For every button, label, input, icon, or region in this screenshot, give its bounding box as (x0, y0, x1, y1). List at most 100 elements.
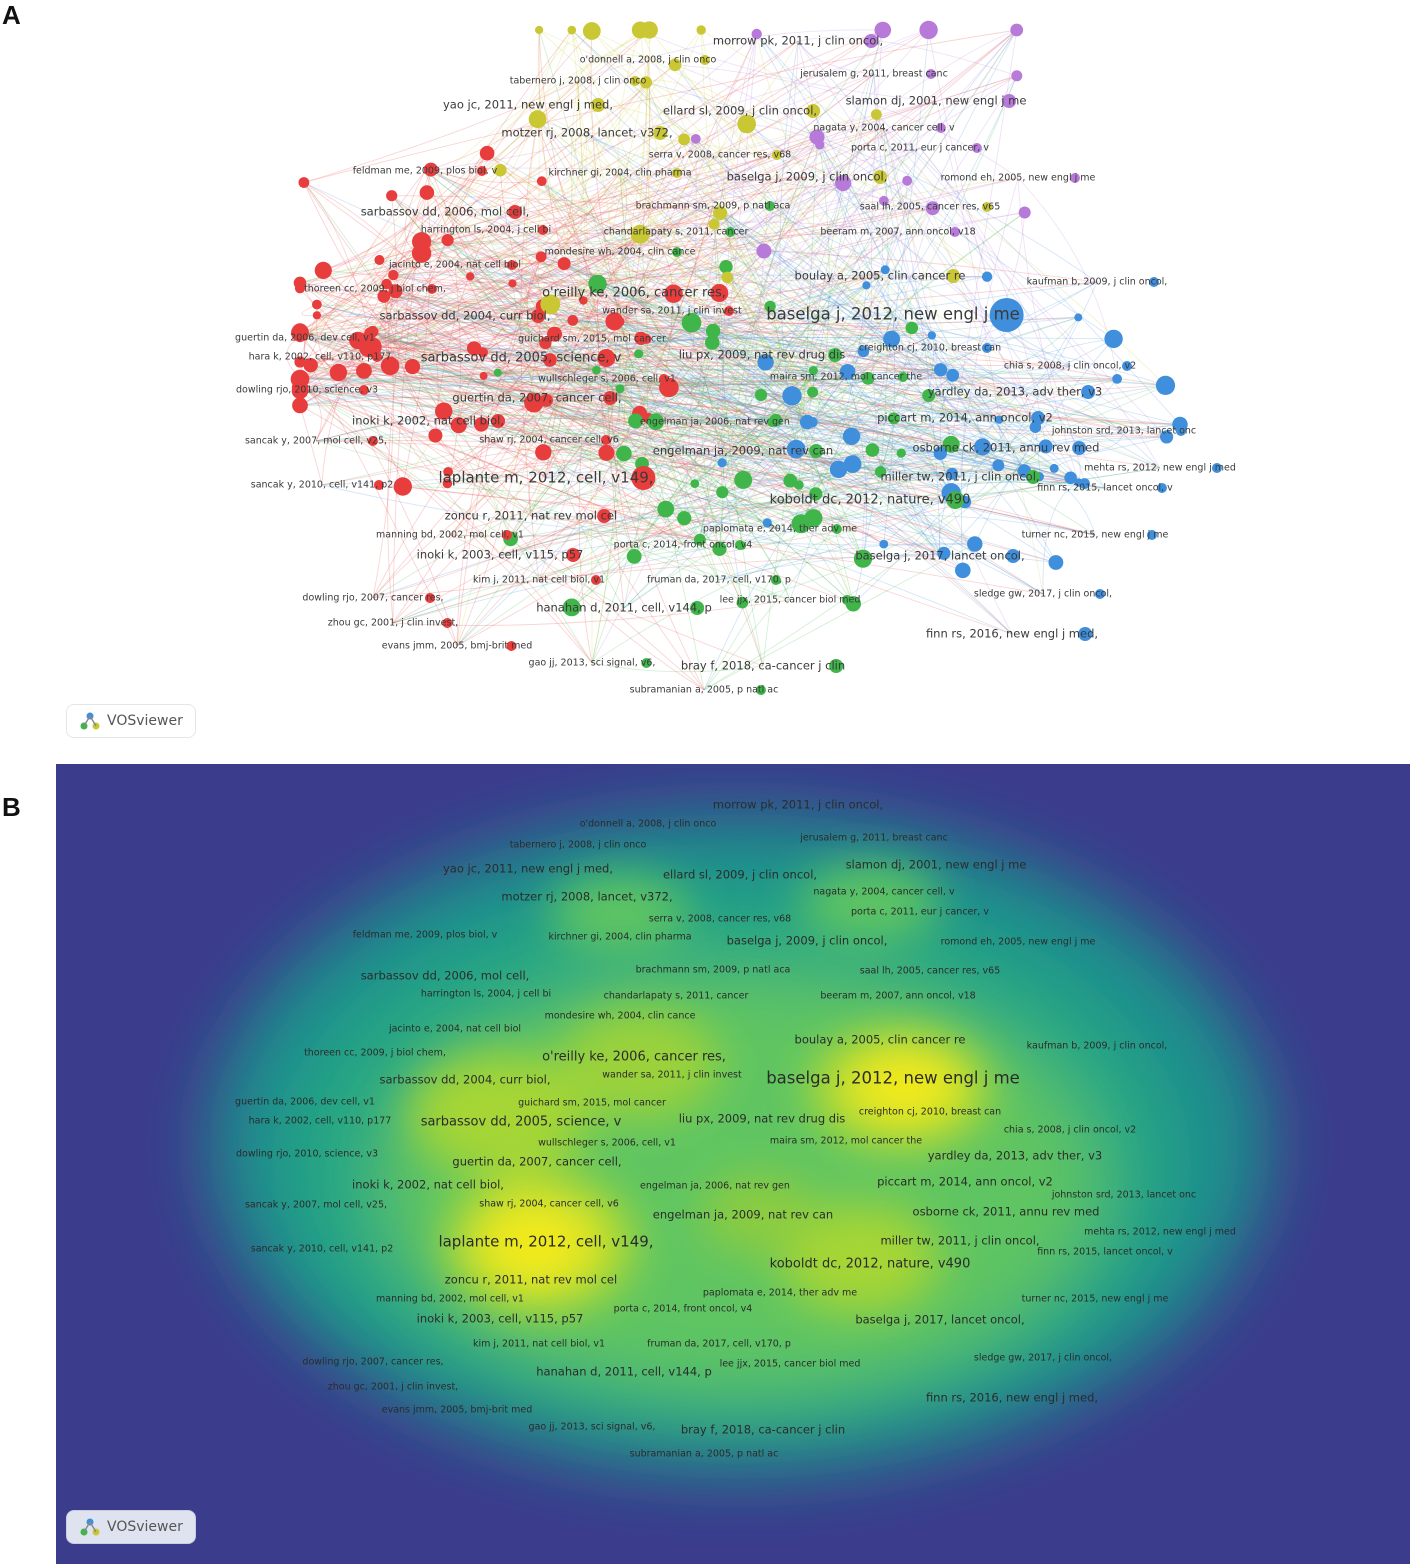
network-node (1002, 94, 1017, 108)
network-node-unlabeled (493, 368, 502, 377)
link-edge (665, 316, 1079, 510)
link-edge (943, 427, 1036, 554)
link-edge (315, 369, 941, 442)
network-node (531, 309, 546, 323)
network-node-unlabeled (466, 341, 482, 356)
node-label: gao jj, 2013, sci signal, v6, (529, 658, 656, 669)
link-edge (585, 132, 608, 380)
link-edge (391, 195, 484, 353)
link-edge (645, 82, 847, 378)
link-edge (633, 292, 839, 470)
link-edge (530, 59, 649, 517)
link-edge (372, 331, 1057, 563)
link-edge (619, 172, 945, 554)
link-edge (303, 182, 723, 493)
link-edge (623, 473, 953, 609)
link-edge (393, 274, 1016, 393)
link-edge (982, 446, 1096, 536)
network-node-unlabeled (719, 260, 733, 274)
network-node (1175, 426, 1186, 436)
link-edge (746, 123, 953, 474)
node-label: sancak y, 2007, mol cell, v25, (245, 436, 387, 447)
link-edge (591, 30, 988, 278)
link-edge (448, 471, 781, 530)
link-edge (299, 368, 814, 389)
link-edge (714, 335, 933, 423)
network-node-unlabeled (955, 562, 971, 579)
node-label: slamon dj, 2001, new engl j me (846, 94, 1027, 108)
link-edge (795, 275, 881, 450)
link-edge (571, 421, 716, 608)
network-node-unlabeled (535, 444, 552, 461)
link-edge (619, 172, 743, 603)
link-edge (372, 331, 944, 554)
network-node-unlabeled (1011, 70, 1023, 82)
link-edge (299, 40, 799, 363)
link-edge (798, 75, 1018, 486)
link-edge (851, 436, 975, 545)
node-label: tabernero j, 2008, j clin onco (510, 76, 647, 87)
node-label: baselga j, 2017, lancet oncol, (855, 549, 1024, 563)
link-edge (577, 54, 676, 82)
link-edge (299, 118, 538, 338)
link-edge (538, 555, 941, 581)
node-label: motzer rj, 2008, lancet, v372, (501, 126, 672, 140)
link-edge (427, 333, 555, 422)
link-edge (597, 283, 1096, 536)
link-edge (458, 424, 1106, 489)
network-node-unlabeled (312, 311, 321, 320)
node-label: morrow pk, 2011, j clin oncol, (713, 34, 883, 48)
link-edge (304, 337, 781, 530)
density-node-label: sarbassov dd, 2005, science, v (421, 1115, 622, 1130)
network-node (1026, 470, 1041, 484)
density-node-label: koboldt dc, 2012, nature, v490 (770, 1257, 971, 1272)
network-node-unlabeled (754, 388, 768, 402)
network-node-unlabeled (388, 269, 399, 281)
link-edge (614, 306, 771, 333)
link-edge (386, 283, 701, 541)
node-label: yao jc, 2011, new engl j med, (443, 98, 613, 112)
network-node-unlabeled (716, 486, 729, 499)
link-edge (357, 340, 864, 352)
link-edge (537, 118, 715, 225)
link-edge (851, 435, 1071, 479)
link-edge (412, 366, 852, 437)
link-edge (739, 110, 852, 437)
network-node (671, 247, 682, 257)
link-edge (639, 269, 886, 414)
link-edge (719, 154, 953, 475)
link-edge (321, 384, 1166, 486)
link-edge (303, 182, 532, 517)
network-node-unlabeled (677, 511, 692, 526)
density-hotspot (800, 864, 940, 944)
link-edge (545, 33, 758, 479)
link-edge (695, 138, 771, 307)
link-edge (591, 29, 1017, 340)
network-node-unlabeled (356, 363, 372, 379)
link-edge (447, 239, 728, 281)
link-edge (303, 182, 475, 349)
link-edge (338, 372, 802, 525)
density-node-label: baselga j, 2012, new engl j me (766, 1069, 1020, 1088)
link-edge (619, 388, 871, 501)
link-edge (623, 421, 808, 609)
link-edge (775, 370, 815, 421)
network-node-unlabeled (668, 58, 682, 72)
link-edge (635, 123, 748, 422)
link-edge (299, 321, 692, 332)
link-edge (363, 370, 547, 479)
density-node-label: evans jmm, 2005, bmj-brit med (382, 1405, 532, 1416)
density-node-label: zhou gc, 2001, j clin invest, (328, 1382, 458, 1393)
link-edge (368, 239, 449, 348)
density-node-label: hara k, 2002, cell, v110, p177 (249, 1116, 392, 1127)
link-edge (499, 170, 555, 335)
link-edge (444, 211, 546, 344)
link-edge (395, 290, 932, 337)
network-graph: morrow pk, 2011, j clin oncol, o'donnell … (235, 20, 1236, 696)
link-edge (591, 172, 628, 664)
link-edge (548, 439, 885, 545)
link-edge (303, 182, 547, 479)
network-node-unlabeled (835, 174, 852, 192)
link-edge (883, 127, 1167, 438)
link-edge (852, 317, 1079, 605)
